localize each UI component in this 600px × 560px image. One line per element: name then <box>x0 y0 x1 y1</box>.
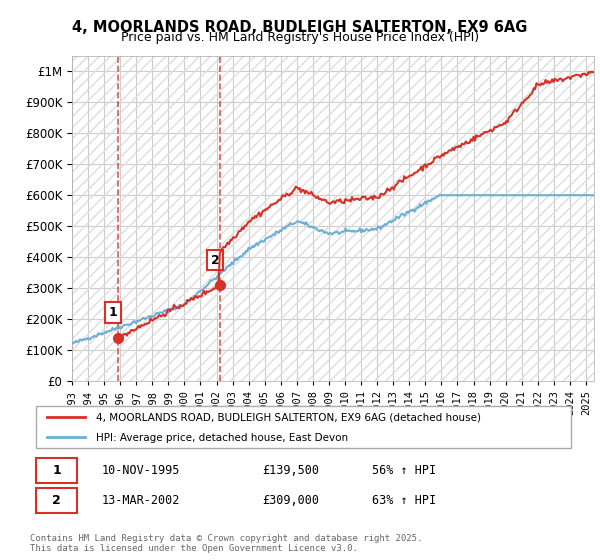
FancyBboxPatch shape <box>35 458 77 483</box>
Text: Price paid vs. HM Land Registry's House Price Index (HPI): Price paid vs. HM Land Registry's House … <box>121 31 479 44</box>
Text: £309,000: £309,000 <box>262 494 319 507</box>
Text: 1: 1 <box>109 306 118 319</box>
Text: 10-NOV-1995: 10-NOV-1995 <box>102 464 180 477</box>
Text: 4, MOORLANDS ROAD, BUDLEIGH SALTERTON, EX9 6AG: 4, MOORLANDS ROAD, BUDLEIGH SALTERTON, E… <box>73 20 527 35</box>
FancyBboxPatch shape <box>35 488 77 513</box>
Text: 1: 1 <box>52 464 61 477</box>
Text: 13-MAR-2002: 13-MAR-2002 <box>102 494 180 507</box>
Text: 2: 2 <box>211 254 220 267</box>
Text: £139,500: £139,500 <box>262 464 319 477</box>
Text: 56% ↑ HPI: 56% ↑ HPI <box>372 464 436 477</box>
Text: 63% ↑ HPI: 63% ↑ HPI <box>372 494 436 507</box>
Text: Contains HM Land Registry data © Crown copyright and database right 2025.
This d: Contains HM Land Registry data © Crown c… <box>30 534 422 553</box>
Text: 4, MOORLANDS ROAD, BUDLEIGH SALTERTON, EX9 6AG (detached house): 4, MOORLANDS ROAD, BUDLEIGH SALTERTON, E… <box>96 413 481 422</box>
Text: 2: 2 <box>52 494 61 507</box>
FancyBboxPatch shape <box>35 405 571 449</box>
Text: HPI: Average price, detached house, East Devon: HPI: Average price, detached house, East… <box>96 433 349 444</box>
